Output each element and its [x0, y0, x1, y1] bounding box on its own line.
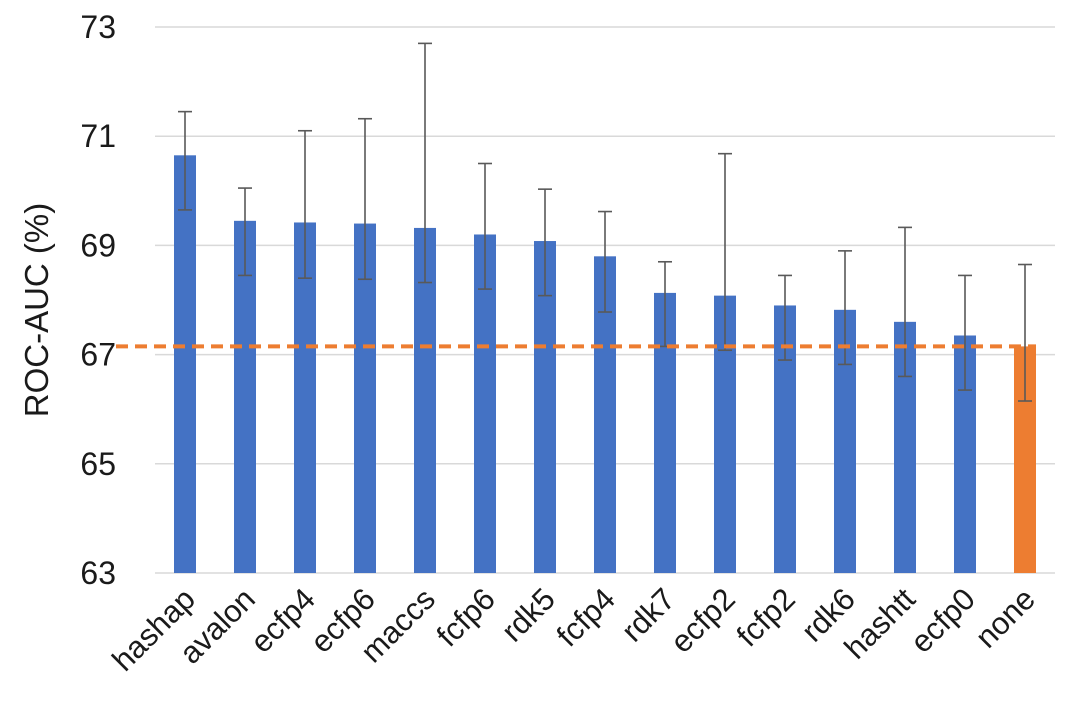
x-tick-label-hashtt: hashtt	[837, 581, 922, 666]
error-bar-rdk5	[538, 188, 552, 297]
y-tick-label: 69	[80, 227, 116, 263]
error-bar-none	[1018, 263, 1032, 402]
bars	[174, 155, 1036, 574]
y-axis-label: ROC-AUC (%)	[18, 203, 55, 417]
error-bar-avalon	[238, 187, 252, 277]
y-tick-label: 71	[80, 118, 116, 154]
x-tick-label-ecfp4: ecfp4	[244, 581, 322, 659]
bar-rdk7	[654, 292, 676, 573]
y-tick-label: 73	[80, 9, 116, 45]
error-bar-maccs	[418, 42, 432, 284]
bar-rdk5	[534, 241, 556, 574]
error-bar-fcfp4	[598, 210, 612, 313]
x-tick-label-ecfp2: ecfp2	[664, 581, 742, 659]
x-tick-label-rdk5: rdk5	[495, 581, 562, 648]
error-bar-ecfp6	[358, 117, 372, 281]
x-tick-label-fcfp6: fcfp6	[430, 581, 502, 653]
error-bar-ecfp2	[718, 152, 732, 352]
bar-fcfp4	[594, 256, 616, 573]
x-tick-label-hashap: hashap	[105, 581, 202, 678]
error-bar-fcfp6	[478, 162, 492, 290]
error-bar-ecfp4	[298, 129, 312, 279]
bar-ecfp2	[714, 295, 736, 573]
y-tick-label: 65	[80, 446, 116, 482]
x-axis-category-labels: hashapavalonecfp4ecfp6maccsfcfp6rdk5fcfp…	[105, 581, 1042, 678]
bar-ecfp0	[954, 335, 976, 573]
x-tick-label-fcfp4: fcfp4	[550, 581, 622, 653]
bar-maccs	[414, 227, 436, 574]
y-axis-ticks: 63 65 67 69 71 73	[80, 9, 116, 591]
bar-hashap	[174, 155, 196, 573]
bar-avalon	[234, 220, 256, 573]
y-tick-label: 63	[80, 555, 116, 591]
x-tick-label-fcfp2: fcfp2	[730, 581, 802, 653]
x-tick-label-none: none	[968, 581, 1042, 655]
x-tick-label-ecfp0: ecfp0	[904, 581, 982, 659]
error-bar-hashap	[178, 110, 192, 211]
bar-none	[1014, 346, 1036, 573]
bar-fcfp2	[774, 305, 796, 573]
bar-hashtt	[894, 321, 916, 573]
y-tick-label: 67	[80, 337, 116, 373]
error-bar-ecfp0	[958, 274, 972, 391]
bar-rdk6	[834, 309, 856, 573]
bar-fcfp6	[474, 234, 496, 574]
error-bar-hashtt	[898, 226, 912, 378]
bar-ecfp4	[294, 222, 316, 573]
bar-ecfp6	[354, 223, 376, 573]
